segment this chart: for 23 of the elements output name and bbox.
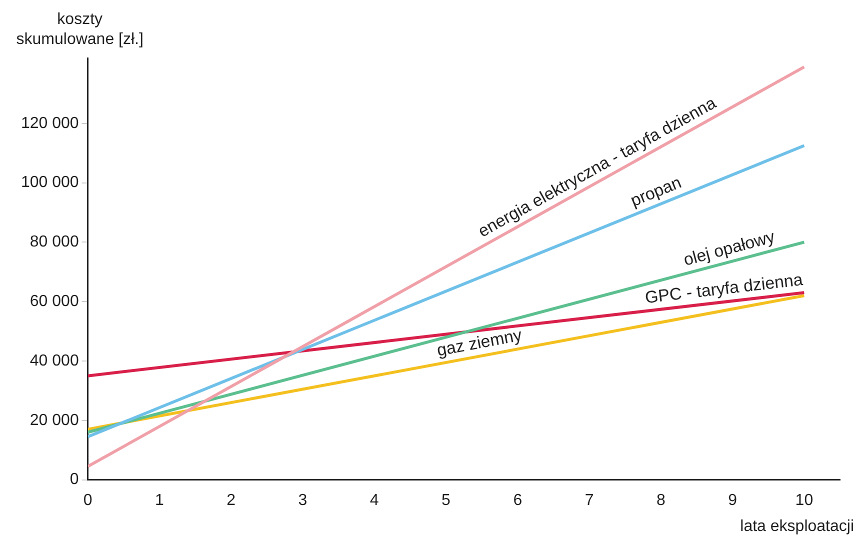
y-tick-label: 40 000	[30, 352, 79, 370]
text: olej opałowy	[681, 227, 778, 270]
x-tick-label: 10	[795, 492, 814, 509]
x-tick-label: 8	[656, 492, 666, 509]
x-tick-label: 3	[298, 492, 308, 509]
x-tick-label: 0	[83, 492, 92, 509]
x-tick-label: 2	[226, 492, 236, 509]
y-axis-title: koszty skumulowane [zł.]	[16, 11, 144, 48]
text: gaz ziemny	[435, 325, 524, 360]
x-axis-title: lata eksploatacji	[740, 518, 854, 535]
x-tick-label: 7	[584, 492, 594, 509]
x-tick-label: 6	[513, 492, 522, 509]
y-tick-label: 100 000	[20, 174, 79, 192]
y-tick-label: 80 000	[30, 234, 79, 251]
x-tick-label: 9	[728, 492, 738, 509]
y-tick-label: 20 000	[30, 412, 79, 429]
y-tick-label: 60 000	[30, 292, 79, 310]
x-tick-label: 5	[442, 492, 451, 509]
x-tick-label: 1	[155, 492, 164, 509]
y-tick-label: 120 000	[20, 114, 79, 132]
x-tick-label: 4	[370, 492, 379, 509]
y-tick-label: 0	[70, 471, 79, 488]
text: GPC - taryfa dzienna	[644, 270, 804, 308]
